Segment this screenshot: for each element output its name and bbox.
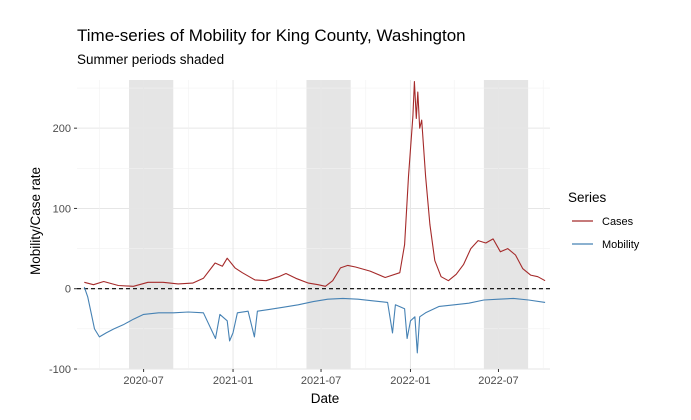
x-tick-label: 2020-07 [123, 375, 163, 387]
x-tick-label: 2021-07 [301, 375, 341, 387]
summer-band-1 [129, 80, 174, 369]
series-line-mobility [83, 286, 546, 354]
grid-lines [77, 80, 550, 370]
summer-shading [129, 80, 529, 369]
series-lines [83, 81, 546, 354]
summer-band-3 [483, 80, 529, 369]
y-tick-label: -100 [49, 364, 71, 376]
series-line-cases [84, 81, 546, 287]
y-axis-ticks: -100 0 100 200 [49, 123, 77, 376]
summer-band-2 [306, 80, 351, 369]
y-tick-label: 0 [65, 284, 71, 296]
legend-label-cases: Cases [602, 216, 634, 228]
legend-label-mobility: Mobility [602, 239, 640, 251]
chart-title: Time-series of Mobility for King County,… [77, 26, 466, 45]
x-axis-ticks: 2020-07 2021-01 2021-07 2022-01 2022-07 [123, 369, 519, 387]
chart-subtitle: Summer periods shaded [77, 52, 224, 67]
legend: Series Cases Mobility [568, 190, 640, 251]
x-tick-label: 2022-01 [390, 375, 430, 387]
y-tick-label: 200 [53, 123, 71, 135]
x-tick-label: 2022-07 [478, 375, 518, 387]
legend-title: Series [568, 190, 607, 205]
y-tick-label: 100 [53, 203, 71, 215]
x-axis-title: Date [311, 391, 340, 406]
y-axis-title: Mobility/Case rate [28, 167, 43, 275]
x-tick-label: 2021-01 [213, 375, 253, 387]
